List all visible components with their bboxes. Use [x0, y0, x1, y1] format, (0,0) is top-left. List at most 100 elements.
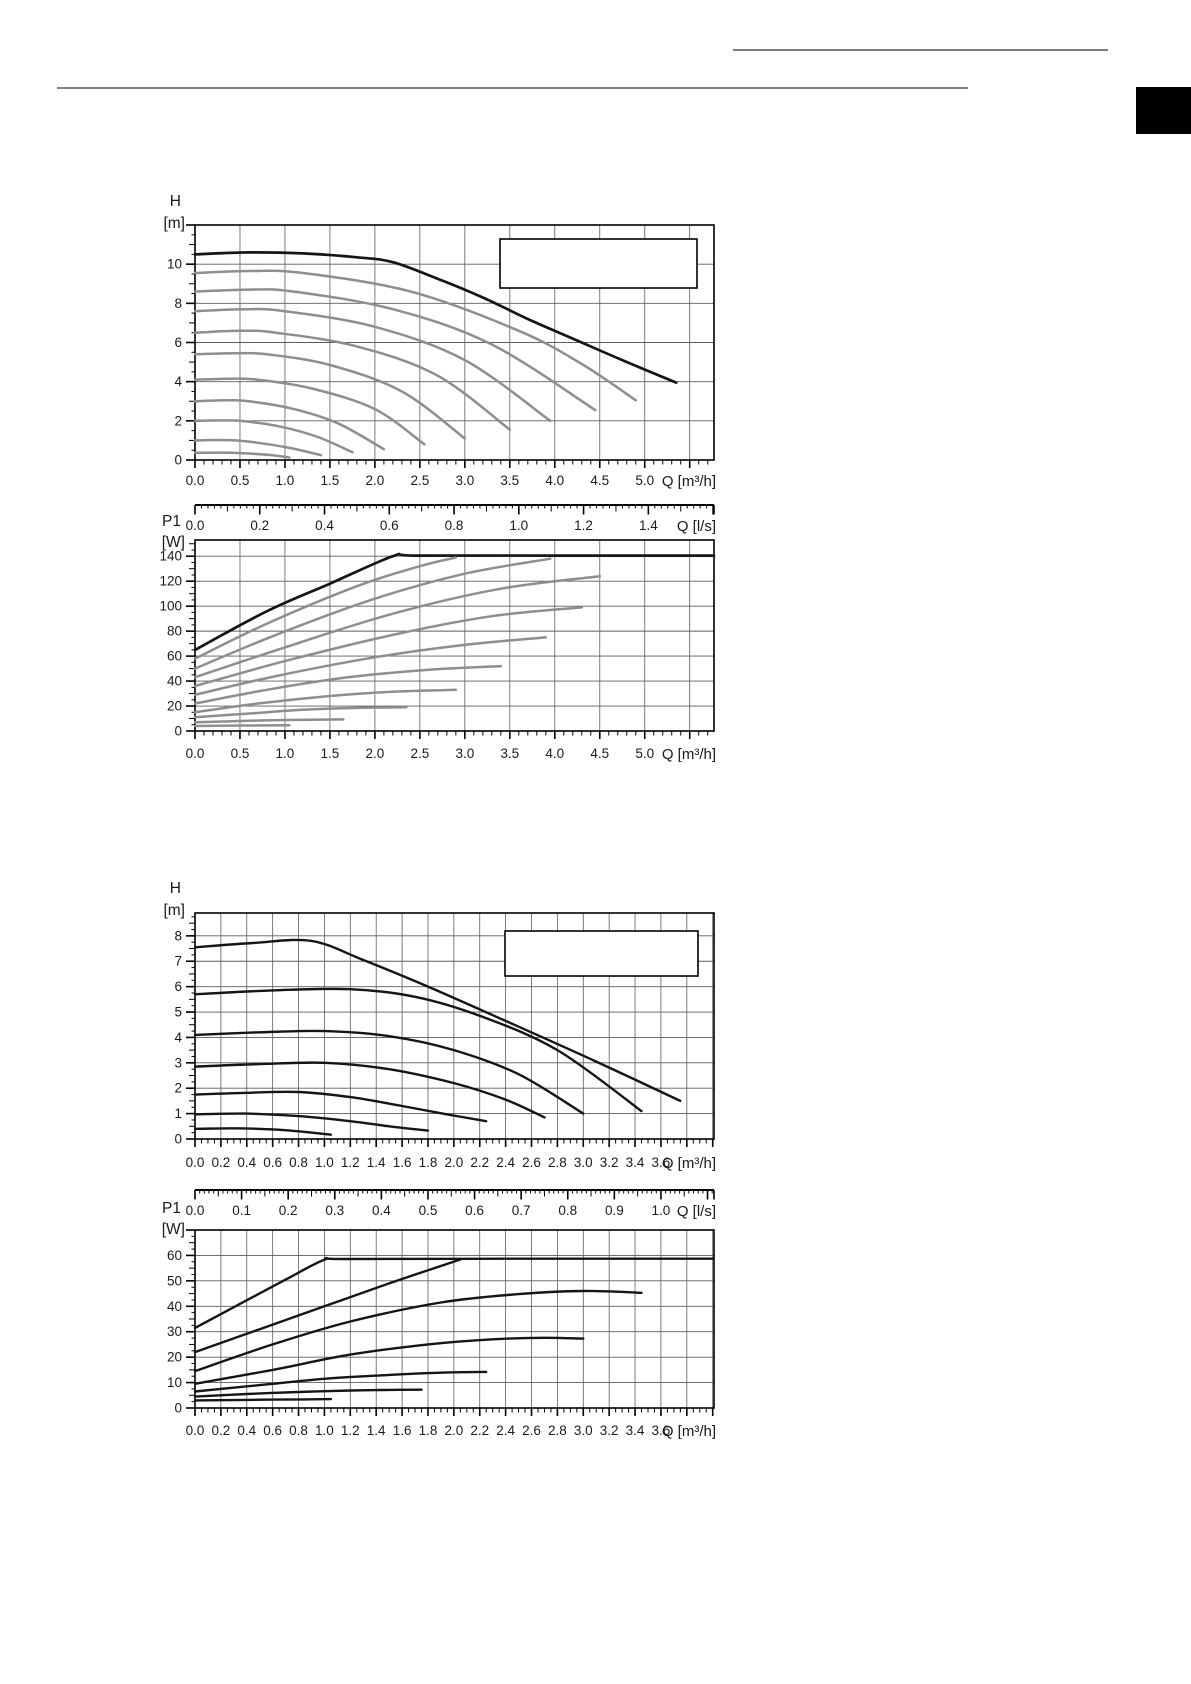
legend-box [504, 930, 699, 977]
y-axis-labels: 0 1 2 3 4 5 6 7 8 [174, 928, 182, 1146]
svg-text:40: 40 [167, 674, 182, 689]
y-axis-ticks [186, 916, 195, 1140]
svg-text:1.5: 1.5 [321, 746, 340, 761]
y-axis-ticks [186, 543, 195, 732]
svg-text:0.2: 0.2 [279, 1203, 298, 1218]
svg-text:1: 1 [174, 1106, 182, 1121]
y-axis-labels: 0 20 40 60 80 100 120 140 [159, 549, 182, 739]
curve-curve-3 [193, 1090, 488, 1123]
svg-text:50: 50 [167, 1273, 182, 1288]
curve-max-speed [193, 251, 678, 384]
svg-text:2.0: 2.0 [366, 746, 385, 761]
head-chart-top: 0.0 0.5 1.0 1.5 2.0 2.5 3.0 3.5 4.0 4.5 5.0 Q [m³/h… [163, 193, 716, 535]
svg-text:120: 120 [159, 574, 182, 589]
svg-text:3.2: 3.2 [600, 1423, 619, 1438]
svg-text:1.6: 1.6 [393, 1155, 412, 1170]
svg-text:[W]: [W] [162, 534, 185, 551]
svg-text:0.0: 0.0 [186, 746, 205, 761]
curve-curve-1 [193, 1127, 333, 1136]
axis-name-labels: P1 [W] [162, 1200, 185, 1238]
svg-text:4.0: 4.0 [545, 746, 564, 761]
curve-curve-7 [193, 938, 682, 1103]
svg-text:5.0: 5.0 [635, 473, 654, 488]
svg-text:0.5: 0.5 [419, 1203, 438, 1218]
svg-text:1.4: 1.4 [639, 518, 658, 533]
curve-curve-7 [193, 1256, 714, 1330]
curve-curve-5 [193, 1289, 643, 1373]
plot-border [194, 539, 715, 732]
svg-text:2.5: 2.5 [410, 473, 429, 488]
svg-text:3.0: 3.0 [455, 473, 474, 488]
curve-speed-10 [193, 556, 458, 660]
svg-text:2: 2 [174, 1081, 182, 1096]
svg-text:1.0: 1.0 [276, 746, 295, 761]
svg-text:0: 0 [174, 724, 182, 739]
svg-text:0.4: 0.4 [237, 1155, 256, 1170]
legend-box [499, 238, 698, 289]
svg-text:0: 0 [174, 453, 182, 468]
svg-text:4: 4 [174, 374, 182, 389]
svg-text:1.0: 1.0 [276, 473, 295, 488]
svg-text:8: 8 [174, 296, 182, 311]
svg-text:60: 60 [167, 1248, 182, 1263]
x-axis-ticks [194, 1408, 714, 1416]
secondary-axis-ruler: 0.0 0.2 0.4 0.6 0.8 1.0 1.2 1.4 Q [l/s] [186, 504, 716, 535]
curve-speed-8 [193, 574, 602, 679]
svg-text:6: 6 [174, 979, 182, 994]
svg-text:10: 10 [167, 257, 182, 272]
svg-text:3: 3 [174, 1055, 182, 1070]
svg-text:2.0: 2.0 [366, 473, 385, 488]
svg-text:0.5: 0.5 [231, 746, 250, 761]
svg-text:0.0: 0.0 [186, 1203, 205, 1218]
svg-text:0: 0 [174, 1401, 182, 1416]
svg-text:0.0: 0.0 [186, 1155, 205, 1170]
svg-text:Q [l/s]: Q [l/s] [677, 518, 716, 535]
svg-text:3.0: 3.0 [574, 1155, 593, 1170]
svg-text:2.4: 2.4 [496, 1423, 515, 1438]
curve-curve-1 [193, 1397, 333, 1402]
curve-speed-6 [193, 351, 467, 440]
y-axis-labels: 0 2 4 6 8 10 [167, 257, 183, 468]
curve-curve-6 [193, 1258, 462, 1354]
head-chart-bottom: 0.0 0.2 0.4 0.6 0.8 1.0 1.2 1.4 1.6 1.8 2.0 2.2 2.4 2… [163, 880, 716, 1220]
svg-text:4: 4 [174, 1030, 182, 1045]
svg-text:0.6: 0.6 [380, 518, 399, 533]
header-rule-left [57, 87, 968, 89]
svg-text:2.8: 2.8 [548, 1155, 567, 1170]
svg-text:8: 8 [174, 928, 182, 943]
curve-speed-2 [193, 438, 323, 457]
svg-text:0.0: 0.0 [186, 473, 205, 488]
svg-text:3.6: 3.6 [652, 1155, 671, 1170]
x-axis-ticks [194, 1139, 714, 1147]
svg-text:3.0: 3.0 [455, 746, 474, 761]
svg-text:0.8: 0.8 [289, 1423, 308, 1438]
curve-series [193, 938, 682, 1136]
svg-text:7: 7 [174, 954, 182, 969]
svg-text:0.6: 0.6 [263, 1423, 282, 1438]
svg-text:0.7: 0.7 [512, 1203, 531, 1218]
svg-text:1.0: 1.0 [315, 1423, 334, 1438]
curve-speed-8 [193, 307, 552, 423]
svg-text:0.2: 0.2 [211, 1155, 230, 1170]
svg-text:1.8: 1.8 [419, 1155, 438, 1170]
svg-text:4.0: 4.0 [545, 473, 564, 488]
svg-text:1.0: 1.0 [652, 1203, 671, 1218]
curve-speed-6 [193, 636, 548, 697]
svg-text:100: 100 [159, 599, 182, 614]
curve-speed-7 [193, 329, 512, 431]
y-axis-labels: 0 10 20 30 40 50 60 [167, 1248, 182, 1416]
svg-text:4.5: 4.5 [590, 746, 609, 761]
svg-text:3.2: 3.2 [600, 1155, 619, 1170]
svg-text:2.4: 2.4 [496, 1155, 515, 1170]
svg-text:1.5: 1.5 [321, 473, 340, 488]
curve-max-speed [193, 552, 716, 652]
svg-text:2.6: 2.6 [522, 1155, 541, 1170]
svg-text:1.2: 1.2 [341, 1423, 360, 1438]
curve-curve-5 [193, 1029, 585, 1115]
svg-text:1.4: 1.4 [367, 1155, 386, 1170]
x-axis-labels: 0.0 0.5 1.0 1.5 2.0 2.5 3.0 3.5 4.0 4.5 5.0 Q [m³/h… [186, 473, 716, 490]
svg-text:20: 20 [167, 699, 182, 714]
curve-speed-5 [193, 664, 503, 705]
curve-curve-3 [193, 1370, 488, 1393]
